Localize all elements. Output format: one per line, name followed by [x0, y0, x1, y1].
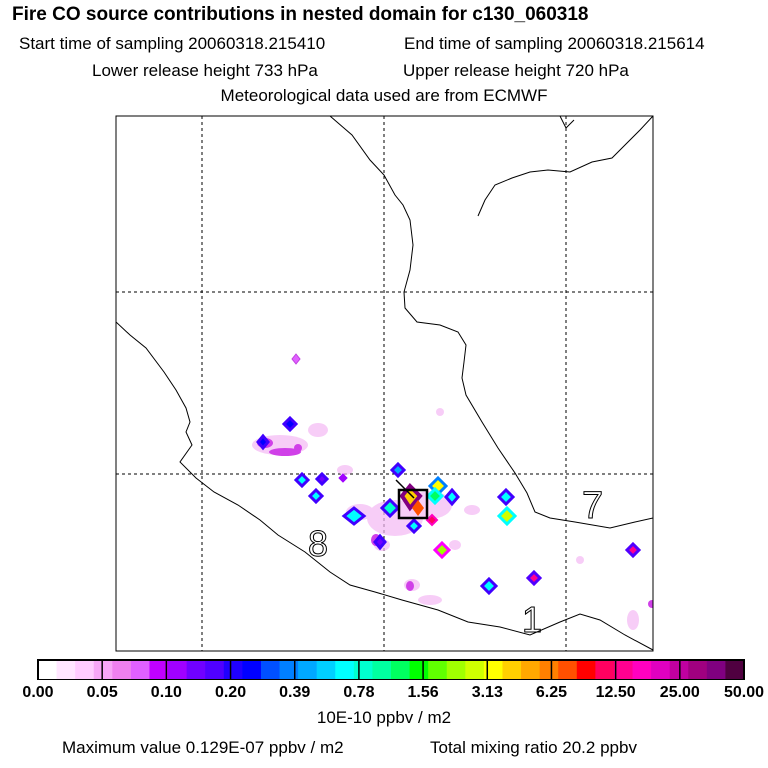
colorbar-swatch: [502, 660, 522, 680]
colorbar-tick-label: 0.78: [343, 684, 375, 701]
end-time-label: End time of sampling 20060318.215614: [404, 34, 705, 53]
colorbar-tick-label: 0.00: [22, 684, 54, 701]
colorbar-tick-label: 0.05: [86, 684, 118, 701]
colorbar-swatch: [725, 660, 745, 680]
colorbar-swatch: [576, 660, 596, 680]
met-data-label: Meteorological data used are from ECMWF: [220, 86, 548, 105]
start-time-label: Start time of sampling 20060318.215410: [19, 34, 326, 53]
colorbar-swatch: [539, 660, 559, 680]
colorbar-swatch: [521, 660, 541, 680]
colorbar-swatch: [223, 660, 243, 680]
colorbar-swatch: [353, 660, 373, 680]
total-mixing-ratio-label: Total mixing ratio 20.2 ppbv: [430, 738, 637, 757]
colorbar-swatch: [595, 660, 615, 680]
colorbar-swatch: [446, 660, 466, 680]
colorbar-tick-label: 50.00: [723, 684, 765, 701]
plume-faint-halo: [252, 408, 639, 630]
colorbar: [37, 659, 745, 680]
grid-lines: [116, 116, 653, 651]
colorbar-swatch: [391, 660, 411, 680]
colorbar-swatch: [38, 660, 58, 680]
colorbar-tick-label: 0.10: [150, 684, 182, 701]
colorbar-swatch: [651, 660, 671, 680]
upper-release-height-label: Upper release height 720 hPa: [403, 61, 629, 80]
colorbar-swatch: [688, 660, 708, 680]
map-frame: [115, 115, 654, 652]
colorbar-swatch: [112, 660, 132, 680]
colorbar-swatch: [372, 660, 392, 680]
colorbar-swatch: [75, 660, 95, 680]
colorbar-swatch: [298, 660, 318, 680]
colorbar-swatch: [706, 660, 726, 680]
colorbar-swatch: [558, 660, 578, 680]
colorbar-swatch: [613, 660, 634, 680]
lower-release-height-label: Lower release height 733 hPa: [92, 61, 318, 80]
co-contribution-plumes: [252, 353, 653, 630]
colorbar-swatch: [149, 660, 169, 680]
map-figure: 8 7 1: [37, 115, 745, 680]
colorbar-swatch: [242, 660, 262, 680]
colorbar-tick-label: 1.56: [407, 684, 439, 701]
map-label-1: 1: [522, 599, 542, 640]
colorbar-unit-label: 10E-10 ppbv / m2: [316, 708, 452, 727]
colorbar-swatch: [428, 660, 448, 680]
colorbar-tick-label: 3.13: [471, 684, 503, 701]
colorbar-swatch: [632, 660, 652, 680]
maximum-value-label: Maximum value 0.129E-07 ppbv / m2: [62, 738, 344, 757]
colorbar-tick-label: 25.00: [659, 684, 700, 701]
colorbar-tick-label: 0.20: [214, 684, 247, 701]
colorbar-tick-label: 12.50: [595, 684, 636, 701]
colorbar-swatch: [465, 660, 485, 680]
plume-diamonds: [256, 353, 642, 596]
colorbar-swatch: [205, 660, 225, 680]
colorbar-swatch: [93, 660, 113, 680]
colorbar-tick-label: 6.25: [535, 684, 568, 701]
colorbar-swatch: [483, 660, 503, 680]
colorbar-swatch: [260, 660, 281, 680]
map-label-8: 8: [308, 523, 328, 564]
sampling-location-marker: [395, 479, 415, 499]
colorbar-swatch: [186, 660, 206, 680]
coastlines: [116, 116, 653, 651]
colorbar-swatch: [316, 660, 336, 680]
colorbar-tick-label: 0.39: [279, 684, 311, 701]
colorbar-frame: [37, 659, 745, 680]
colorbar-swatch: [409, 660, 429, 680]
colorbar-swatch: [56, 660, 76, 680]
sampling-box: [397, 488, 429, 520]
colorbar-swatch: [335, 660, 355, 680]
colorbar-swatch: [130, 660, 150, 680]
map-label-7: 7: [582, 485, 603, 527]
plot-title: Fire CO source contributions in nested d…: [12, 4, 589, 25]
colorbar-swatch: [279, 660, 299, 680]
colorbar-swatch: [168, 660, 188, 680]
